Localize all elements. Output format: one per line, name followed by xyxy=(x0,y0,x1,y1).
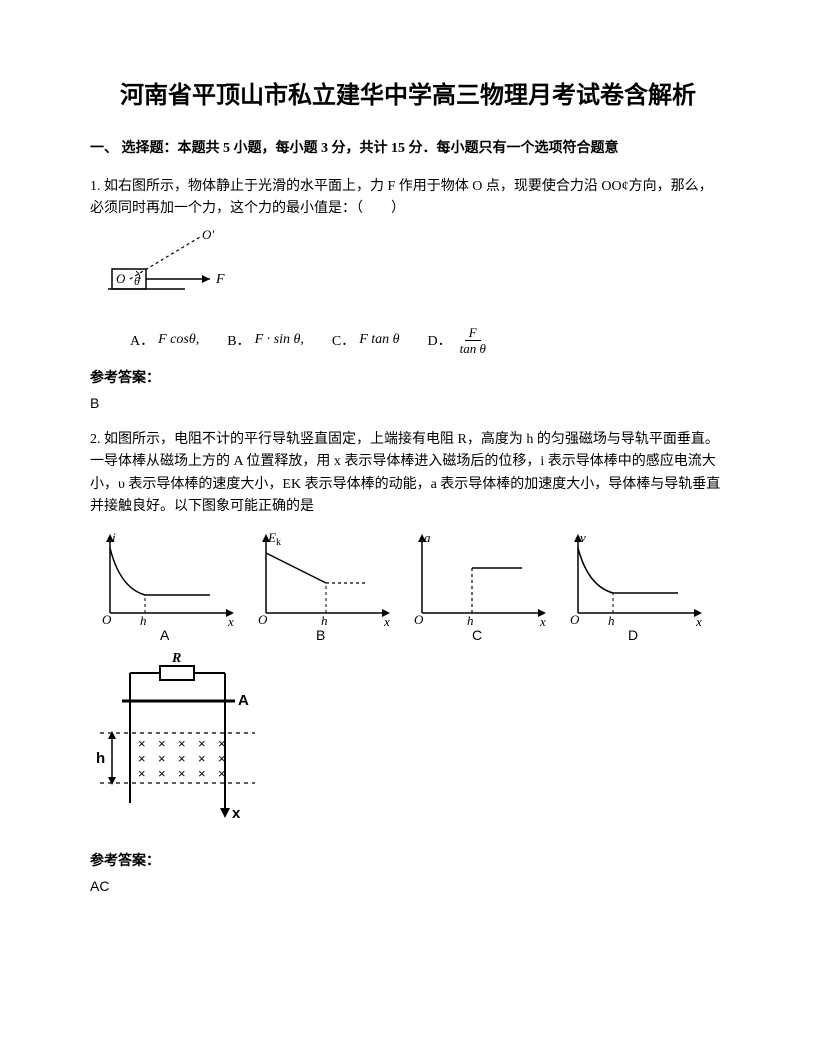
svg-text:v: v xyxy=(580,530,586,545)
graph-b: E k O x h B xyxy=(246,528,396,643)
option-b: B． F · sin θ, xyxy=(227,330,304,350)
option-b-math: F · sin θ, xyxy=(255,332,304,348)
svg-text:×: × xyxy=(138,766,146,781)
section-heading: 一、 选择题：本题共 5 小题，每小题 3 分，共计 15 分．每小题只有一个选… xyxy=(90,138,726,160)
svg-text:A: A xyxy=(160,627,170,643)
svg-text:i: i xyxy=(112,530,116,545)
svg-text:x: x xyxy=(695,614,702,629)
option-c-label: C． xyxy=(332,330,355,350)
svg-text:×: × xyxy=(218,751,226,766)
svg-text:h: h xyxy=(608,613,615,628)
option-d-denominator: tan θ xyxy=(456,341,490,355)
svg-text:B: B xyxy=(316,627,325,643)
option-d-numerator: F xyxy=(465,326,481,341)
question-2-circuit: R x A ××××× ××××× ××××× h xyxy=(90,653,726,838)
question-1-options: A． F cosθ, B． F · sin θ, C． F tan θ D． F… xyxy=(130,326,726,355)
svg-text:A: A xyxy=(238,692,249,709)
option-a: A． F cosθ, xyxy=(130,330,199,350)
option-a-math: F cosθ, xyxy=(158,332,199,348)
svg-text:×: × xyxy=(198,736,206,751)
svg-text:×: × xyxy=(138,736,146,751)
q2-answer: AC xyxy=(90,878,726,894)
svg-text:R: R xyxy=(171,653,181,666)
svg-text:h: h xyxy=(96,750,105,767)
q2-answer-label: 参考答案： xyxy=(90,850,726,870)
svg-text:O: O xyxy=(116,271,126,286)
svg-text:×: × xyxy=(158,751,166,766)
svg-text:C: C xyxy=(472,627,482,643)
q1-answer: B xyxy=(90,395,726,411)
svg-text:F: F xyxy=(215,272,225,287)
svg-text:×: × xyxy=(218,736,226,751)
svg-text:×: × xyxy=(198,766,206,781)
svg-text:O': O' xyxy=(202,229,214,242)
option-a-label: A． xyxy=(130,330,154,350)
svg-text:x: x xyxy=(383,614,390,629)
svg-text:x: x xyxy=(539,614,546,629)
svg-text:k: k xyxy=(276,537,281,548)
svg-text:×: × xyxy=(178,766,186,781)
option-d-label: D． xyxy=(428,330,452,350)
option-c-math: F tan θ xyxy=(359,332,399,348)
svg-text:×: × xyxy=(178,736,186,751)
option-c: C． F tan θ xyxy=(332,330,400,350)
option-b-label: B． xyxy=(227,330,250,350)
svg-text:x: x xyxy=(227,614,234,629)
svg-text:O: O xyxy=(258,612,268,627)
svg-text:D: D xyxy=(628,627,638,643)
svg-text:θ: θ xyxy=(134,274,140,288)
q1-answer-label: 参考答案： xyxy=(90,367,726,387)
question-1-text: 1. 如右图所示，物体静止于光滑的水平面上，力 F 作用于物体 O 点，现要使合… xyxy=(90,176,726,221)
graph-a: i O x h A xyxy=(90,528,240,643)
svg-text:h: h xyxy=(467,613,474,628)
svg-text:×: × xyxy=(198,751,206,766)
option-d: D． F tan θ xyxy=(428,326,490,355)
question-1-diagram: O θ O' F xyxy=(90,229,726,314)
svg-text:h: h xyxy=(321,613,328,628)
exam-title: 河南省平顶山市私立建华中学高三物理月考试卷含解析 xyxy=(90,80,726,114)
svg-text:O: O xyxy=(570,612,580,627)
svg-text:h: h xyxy=(140,613,147,628)
svg-text:×: × xyxy=(158,736,166,751)
svg-text:×: × xyxy=(178,751,186,766)
graph-c: a O x h C xyxy=(402,528,552,643)
svg-text:×: × xyxy=(138,751,146,766)
svg-text:O: O xyxy=(102,612,112,627)
graph-d: v O x h D xyxy=(558,528,708,643)
question-2-text: 2. 如图所示，电阻不计的平行导轨竖直固定，上端接有电阻 R，高度为 h 的匀强… xyxy=(90,429,726,519)
svg-text:x: x xyxy=(232,805,241,822)
question-2-graphs: i O x h A E k O x h B a O x h C xyxy=(90,528,726,643)
svg-text:E: E xyxy=(267,530,276,545)
svg-text:O: O xyxy=(414,612,424,627)
svg-text:×: × xyxy=(158,766,166,781)
svg-text:a: a xyxy=(424,530,431,545)
svg-text:×: × xyxy=(218,766,226,781)
